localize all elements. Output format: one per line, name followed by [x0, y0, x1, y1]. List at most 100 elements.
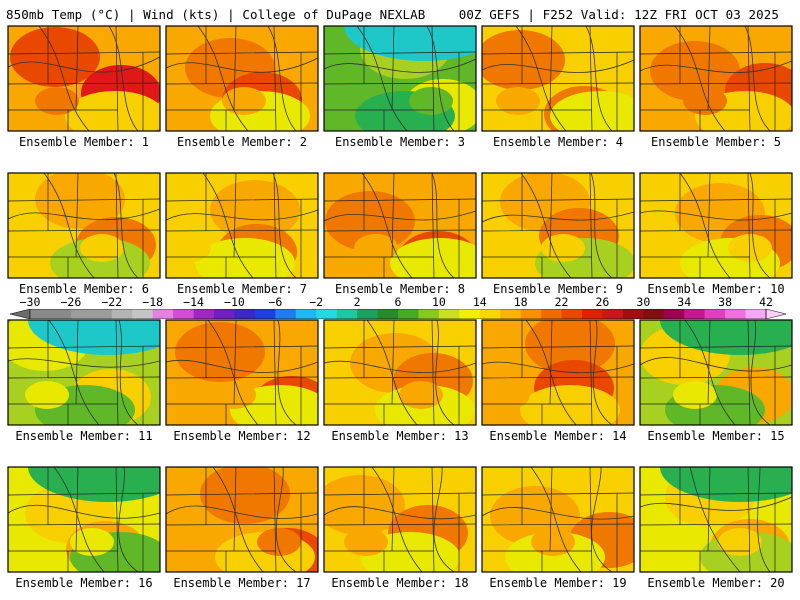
- isotherm-contour: [530, 467, 582, 572]
- isotherm-contour: [118, 467, 139, 572]
- isotherm-contour: [8, 504, 160, 519]
- isotherm-contour: [197, 26, 249, 131]
- colorbar-tick-label: −10: [224, 295, 245, 309]
- isotherm-contour: [431, 173, 455, 278]
- panel-frame: [481, 466, 635, 573]
- mesoscale-feature: [531, 528, 575, 556]
- warm-anomaly: [482, 30, 565, 90]
- member-map-panel: [7, 466, 161, 573]
- isotherm-contour: [166, 57, 318, 73]
- isotherm-contour: [272, 173, 297, 278]
- member-label: Ensemble Member: 20: [647, 576, 785, 590]
- isotherm-contour: [166, 359, 318, 373]
- panel-frame: [323, 172, 477, 279]
- state-boundaries: [166, 173, 318, 278]
- cool-anomaly: [195, 238, 295, 278]
- isotherm-contour: [108, 26, 139, 131]
- state-boundaries: [8, 173, 160, 278]
- mesoscale-feature: [683, 87, 727, 115]
- member-label: Ensemble Member: 13: [331, 429, 469, 443]
- isotherm-contour: [679, 173, 731, 278]
- isotherm-contour: [356, 26, 408, 131]
- isotherm-contour: [591, 467, 613, 572]
- state-boundaries: [166, 26, 318, 131]
- isotherm-contour: [207, 320, 259, 425]
- mesoscale-feature: [70, 528, 114, 556]
- mesoscale-feature: [35, 87, 79, 115]
- state-boundaries: [482, 173, 634, 278]
- member-map-panel: [323, 25, 477, 132]
- isotherm-contour: [640, 496, 792, 511]
- isotherm-contour: [8, 208, 160, 221]
- member-label: Ensemble Member: 12: [173, 429, 311, 443]
- member-label: Ensemble Member: 14: [489, 429, 627, 443]
- colorbar-tick-label: 30: [636, 295, 651, 309]
- isotherm-contour: [202, 173, 254, 278]
- colorbar-tick-label: −2: [309, 295, 324, 309]
- colorbar-tick-label: 22: [554, 295, 569, 309]
- isotherm-contour: [277, 320, 297, 425]
- warm-anomaly: [175, 322, 265, 382]
- member-map-panel: [165, 466, 319, 573]
- mesoscale-feature: [728, 234, 772, 262]
- colorbar-tick-label: −14: [183, 295, 204, 309]
- colorbar-max-arrow: [765, 309, 786, 319]
- panel-frame: [639, 319, 793, 426]
- colorbar-swatch: [418, 309, 440, 319]
- cool-anomaly: [390, 238, 476, 278]
- state-boundaries: [8, 467, 160, 572]
- colorbar-swatch: [234, 309, 256, 319]
- colorbar-swatch: [582, 309, 603, 319]
- isotherm-contour: [38, 26, 90, 131]
- member-map-panel: [7, 25, 161, 132]
- isotherm-contour: [43, 173, 95, 278]
- isotherm-contour: [371, 467, 423, 572]
- isotherm-contour: [53, 467, 105, 572]
- member-map-panel: [323, 466, 477, 573]
- cool-anomaly: [65, 91, 160, 131]
- colorbar-tick-label: −22: [101, 295, 123, 309]
- mesoscale-feature: [496, 87, 540, 115]
- mesoscale-feature: [541, 234, 585, 262]
- warm-anomaly: [210, 180, 300, 240]
- colorbar-swatch: [745, 309, 767, 319]
- isotherm-contour: [585, 26, 613, 131]
- colorbar-swatch: [316, 309, 337, 319]
- panel-frame: [639, 172, 793, 279]
- colorbar-swatch: [214, 309, 235, 319]
- member-map-panel: [481, 319, 635, 426]
- member-label: Ensemble Member: 8: [334, 282, 466, 296]
- colorbar-swatch: [622, 309, 644, 319]
- panel-frame: [7, 25, 161, 132]
- isotherm-contour: [520, 173, 572, 278]
- colorbar-ramp: [10, 309, 786, 319]
- panel-frame: [7, 319, 161, 426]
- colorbar-tick-label: 2: [353, 295, 361, 309]
- member-label: Ensemble Member: 11: [15, 429, 153, 443]
- colorbar-swatch: [684, 309, 705, 319]
- colorbar-swatch: [541, 309, 562, 319]
- colorbar-swatch: [50, 309, 72, 319]
- isotherm-contour: [515, 26, 567, 131]
- member-map-panel: [7, 172, 161, 279]
- colorbar-tick-label: 42: [759, 295, 773, 309]
- panel-frame: [639, 25, 793, 132]
- member-map-panel: [165, 319, 319, 426]
- mesoscale-feature: [486, 381, 530, 409]
- panel-frame: [481, 172, 635, 279]
- isotherm-contour: [118, 320, 139, 425]
- colorbar-swatch: [111, 309, 133, 319]
- panel-frame: [7, 172, 161, 279]
- colorbar-swatch: [663, 309, 685, 319]
- isotherm-contour: [8, 358, 160, 368]
- panel-frame: [639, 466, 793, 573]
- colorbar-swatch: [725, 309, 746, 319]
- colorbar-tick-label: 34: [677, 295, 692, 309]
- mesoscale-feature: [80, 234, 124, 262]
- isotherm-contour: [275, 467, 297, 572]
- isotherm-contour: [482, 211, 634, 223]
- colorbar-swatch: [336, 309, 358, 319]
- colorbar-tick-label: −26: [60, 295, 82, 309]
- colorbar-tick-label: 10: [431, 295, 446, 309]
